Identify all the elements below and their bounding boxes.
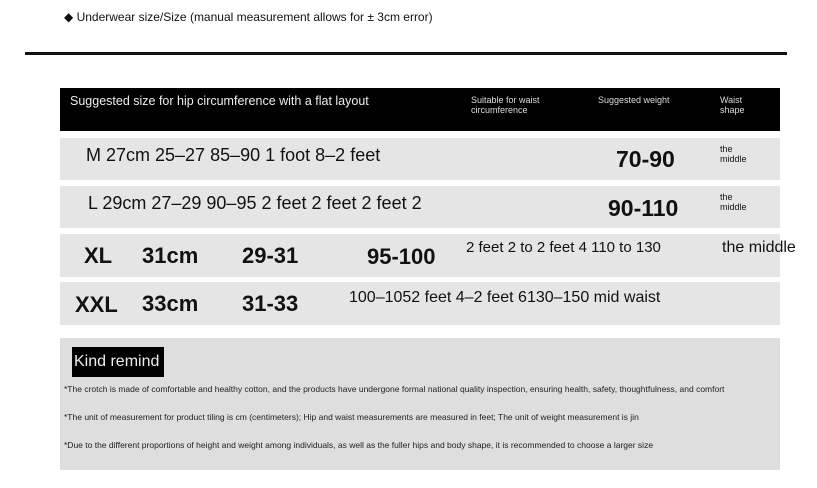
divider xyxy=(25,52,787,55)
kind-remind-label: Kind remind xyxy=(72,347,164,377)
header-waist: Suitable for waist circumference xyxy=(471,95,540,115)
table-row: XXL 33cm 31-33 100–1052 feet 4–2 feet 61… xyxy=(60,282,780,325)
row-text: M 27cm 25–27 85–90 1 foot 8–2 feet xyxy=(86,145,381,165)
chart-title: ◆ Underwear size/Size (manual measuremen… xyxy=(64,10,433,24)
row-shape: the middle xyxy=(720,192,747,212)
header-weight: Suggested weight xyxy=(598,95,670,105)
row-hip: 95-100 xyxy=(367,244,436,269)
table-header: Suggested size for hip circumference wit… xyxy=(60,88,780,131)
row-length: 33cm xyxy=(142,291,199,316)
row-size: XXL xyxy=(75,292,118,317)
row-weight: 70-90 xyxy=(616,146,675,172)
row-text: 100–1052 feet 4–2 feet 6130–150 mid wais… xyxy=(349,289,661,306)
row-shape: the middle xyxy=(720,144,747,164)
row-shape: the middle xyxy=(722,239,796,256)
note: *Due to the different proportions of hei… xyxy=(64,440,654,450)
table-row: L 29cm 27–29 90–95 2 feet 2 feet 2 feet … xyxy=(60,186,780,228)
note: *The crotch is made of comfortable and h… xyxy=(64,384,725,394)
row-waist: 31-33 xyxy=(242,291,299,316)
table-row: M 27cm 25–27 85–90 1 foot 8–2 feet 70-90… xyxy=(60,138,780,180)
row-size: XL xyxy=(84,243,113,268)
row-text: 2 feet 2 to 2 feet 4 110 to 130 xyxy=(466,239,661,256)
note: *The unit of measurement for product til… xyxy=(64,412,639,422)
row-waist: 29-31 xyxy=(242,243,299,268)
header-hip: Suggested size for hip circumference wit… xyxy=(70,94,369,108)
header-shape: Waist shape xyxy=(720,95,745,115)
kind-remind-panel: Kind remind *The crotch is made of comfo… xyxy=(60,338,780,470)
row-length: 31cm xyxy=(142,243,199,268)
row-weight: 90-110 xyxy=(608,195,679,221)
table-row: XL 31cm 29-31 95-100 2 feet 2 to 2 feet … xyxy=(60,234,796,277)
row-text: L 29cm 27–29 90–95 2 feet 2 feet 2 feet … xyxy=(88,193,422,213)
